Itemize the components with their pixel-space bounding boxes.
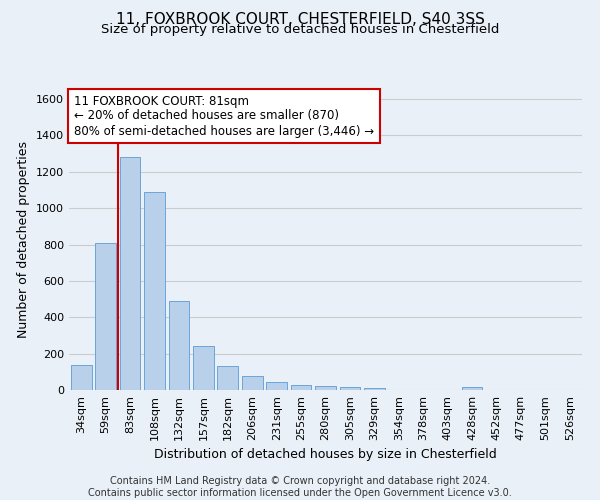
Bar bbox=[315, 386, 336, 390]
Bar bbox=[144, 192, 165, 390]
Y-axis label: Number of detached properties: Number of detached properties bbox=[17, 142, 31, 338]
Text: Size of property relative to detached houses in Chesterfield: Size of property relative to detached ho… bbox=[101, 22, 499, 36]
Text: Contains HM Land Registry data © Crown copyright and database right 2024.
Contai: Contains HM Land Registry data © Crown c… bbox=[88, 476, 512, 498]
Bar bbox=[169, 301, 190, 390]
Bar bbox=[95, 242, 116, 390]
Bar bbox=[193, 346, 214, 390]
Bar bbox=[71, 364, 92, 390]
Bar bbox=[290, 384, 311, 390]
Text: 11, FOXBROOK COURT, CHESTERFIELD, S40 3SS: 11, FOXBROOK COURT, CHESTERFIELD, S40 3S… bbox=[116, 12, 484, 28]
Bar bbox=[461, 388, 482, 390]
X-axis label: Distribution of detached houses by size in Chesterfield: Distribution of detached houses by size … bbox=[154, 448, 497, 462]
Bar bbox=[364, 388, 385, 390]
Text: 11 FOXBROOK COURT: 81sqm
← 20% of detached houses are smaller (870)
80% of semi-: 11 FOXBROOK COURT: 81sqm ← 20% of detach… bbox=[74, 94, 374, 138]
Bar bbox=[266, 382, 287, 390]
Bar bbox=[217, 366, 238, 390]
Bar bbox=[340, 388, 361, 390]
Bar bbox=[119, 158, 140, 390]
Bar bbox=[242, 376, 263, 390]
